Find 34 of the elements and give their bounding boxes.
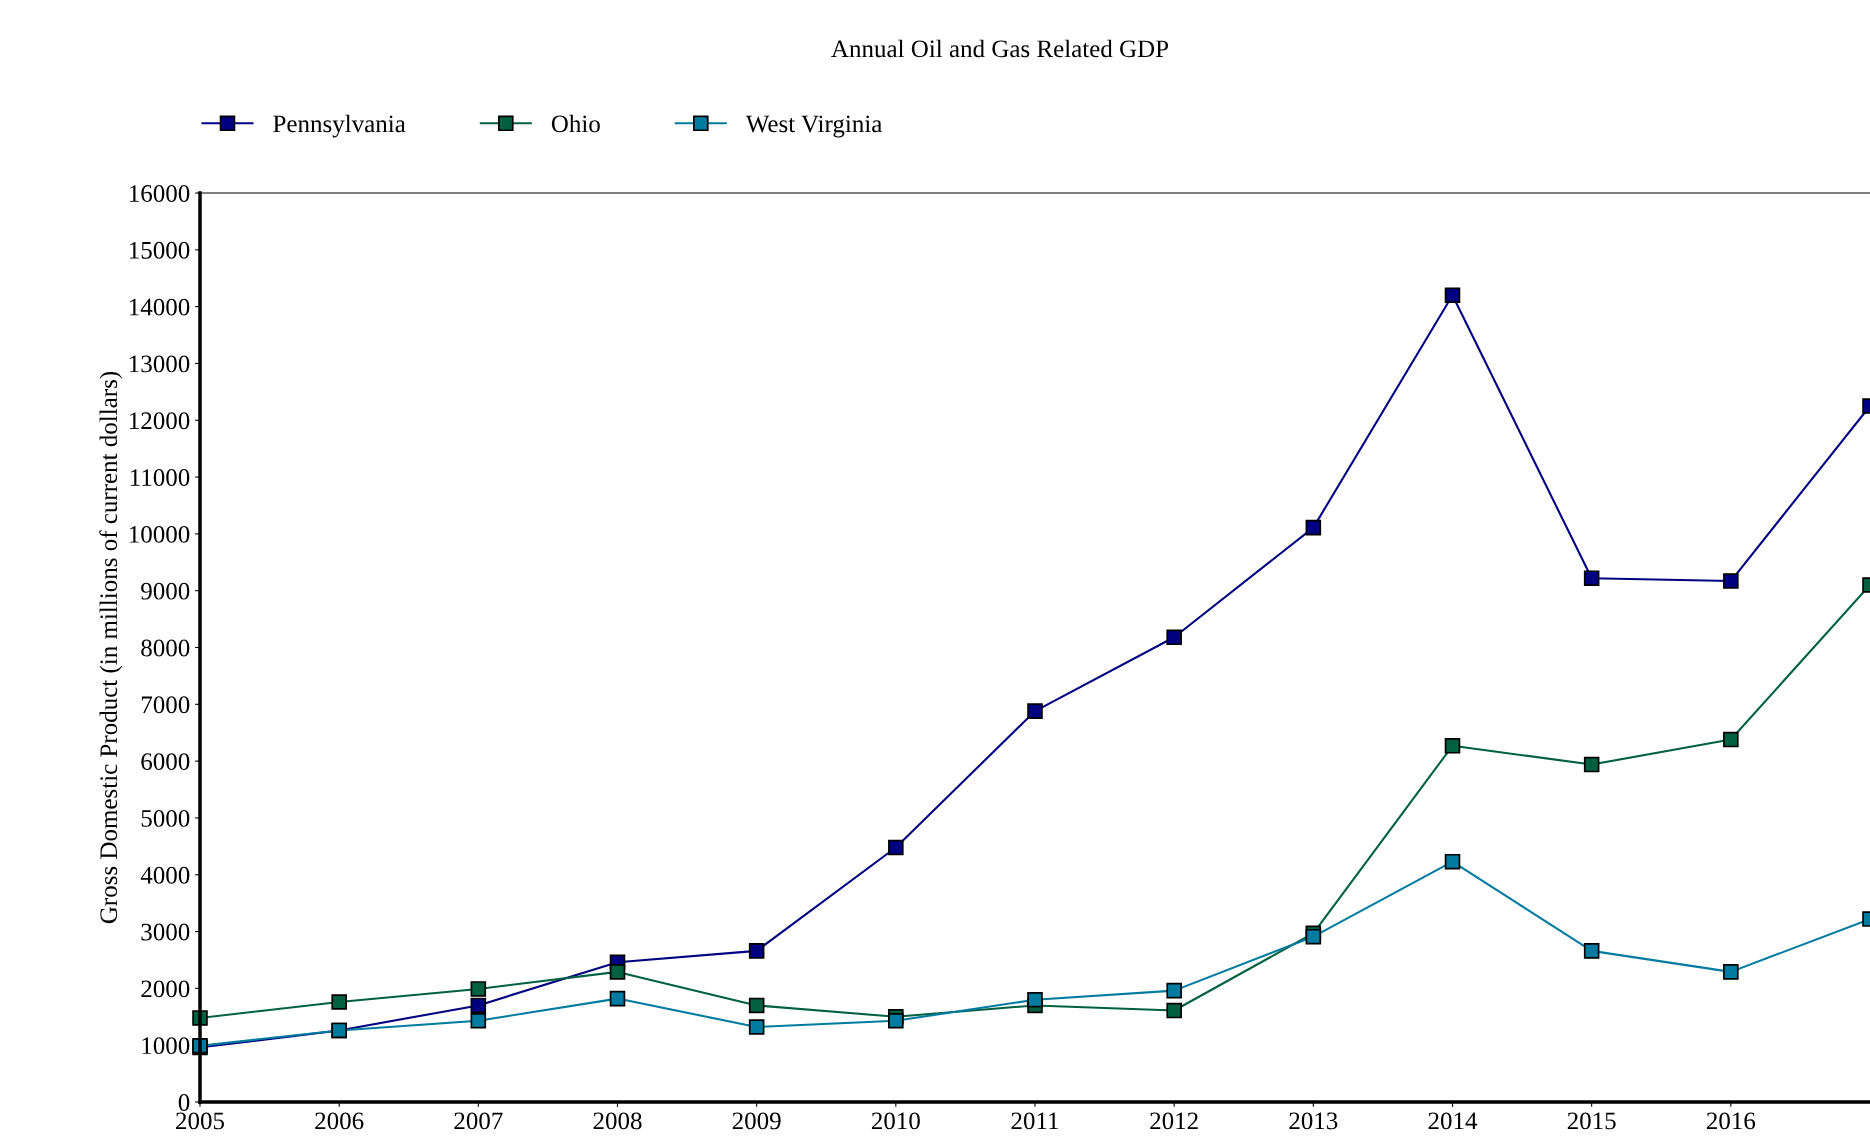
y-tick-label: 1000 <box>142 1037 190 1055</box>
legend-label: Pennsylvania <box>273 114 406 138</box>
x-tick-label: 2007 <box>454 1112 503 1130</box>
legend-label: Ohio <box>551 114 600 133</box>
y-tick-label: 7000 <box>141 696 190 714</box>
y-tick-label: 4000 <box>140 866 190 884</box>
x-tick-label: 2016 <box>1706 1112 1756 1130</box>
y-tick-label: 14000 <box>129 298 190 316</box>
x-tick-label: 2012 <box>1150 1112 1198 1130</box>
y-tick-label: 0 <box>178 1094 190 1111</box>
x-tick-label: 2010 <box>871 1112 920 1130</box>
y-tick-label: 8000 <box>141 639 190 657</box>
x-tick-label: 2015 <box>1567 1112 1616 1130</box>
x-tick-label: 2006 <box>315 1112 364 1130</box>
y-tick-label: 15000 <box>129 241 190 259</box>
y-tick-label: 12000 <box>129 412 190 430</box>
x-tick-label: 2008 <box>593 1112 642 1130</box>
x-tick-label: 2009 <box>732 1112 781 1130</box>
y-tick-label: 3000 <box>141 923 190 941</box>
legend-label: West Virginia <box>745 115 883 138</box>
y-tick-label: 10000 <box>129 525 190 543</box>
chart-title: Annual Oil and Gas Related GDP <box>831 39 1169 58</box>
x-tick-label: 2005 <box>176 1112 225 1130</box>
y-tick-label: 16000 <box>129 185 190 202</box>
y-axis-title: Gross Domestic Product (in millions of current dollars) <box>99 371 123 924</box>
y-tick-label: 13000 <box>129 355 190 373</box>
y-tick-label: 9000 <box>141 582 190 600</box>
y-tick-label: 11000 <box>130 469 190 486</box>
x-tick-label: 2013 <box>1289 1112 1338 1130</box>
y-tick-label: 6000 <box>141 753 190 771</box>
y-tick-label: 5000 <box>141 809 190 827</box>
x-tick-label: 2011 <box>1011 1112 1059 1130</box>
x-tick-label: 2014 <box>1428 1112 1478 1130</box>
y-tick-label: 2000 <box>141 980 190 998</box>
